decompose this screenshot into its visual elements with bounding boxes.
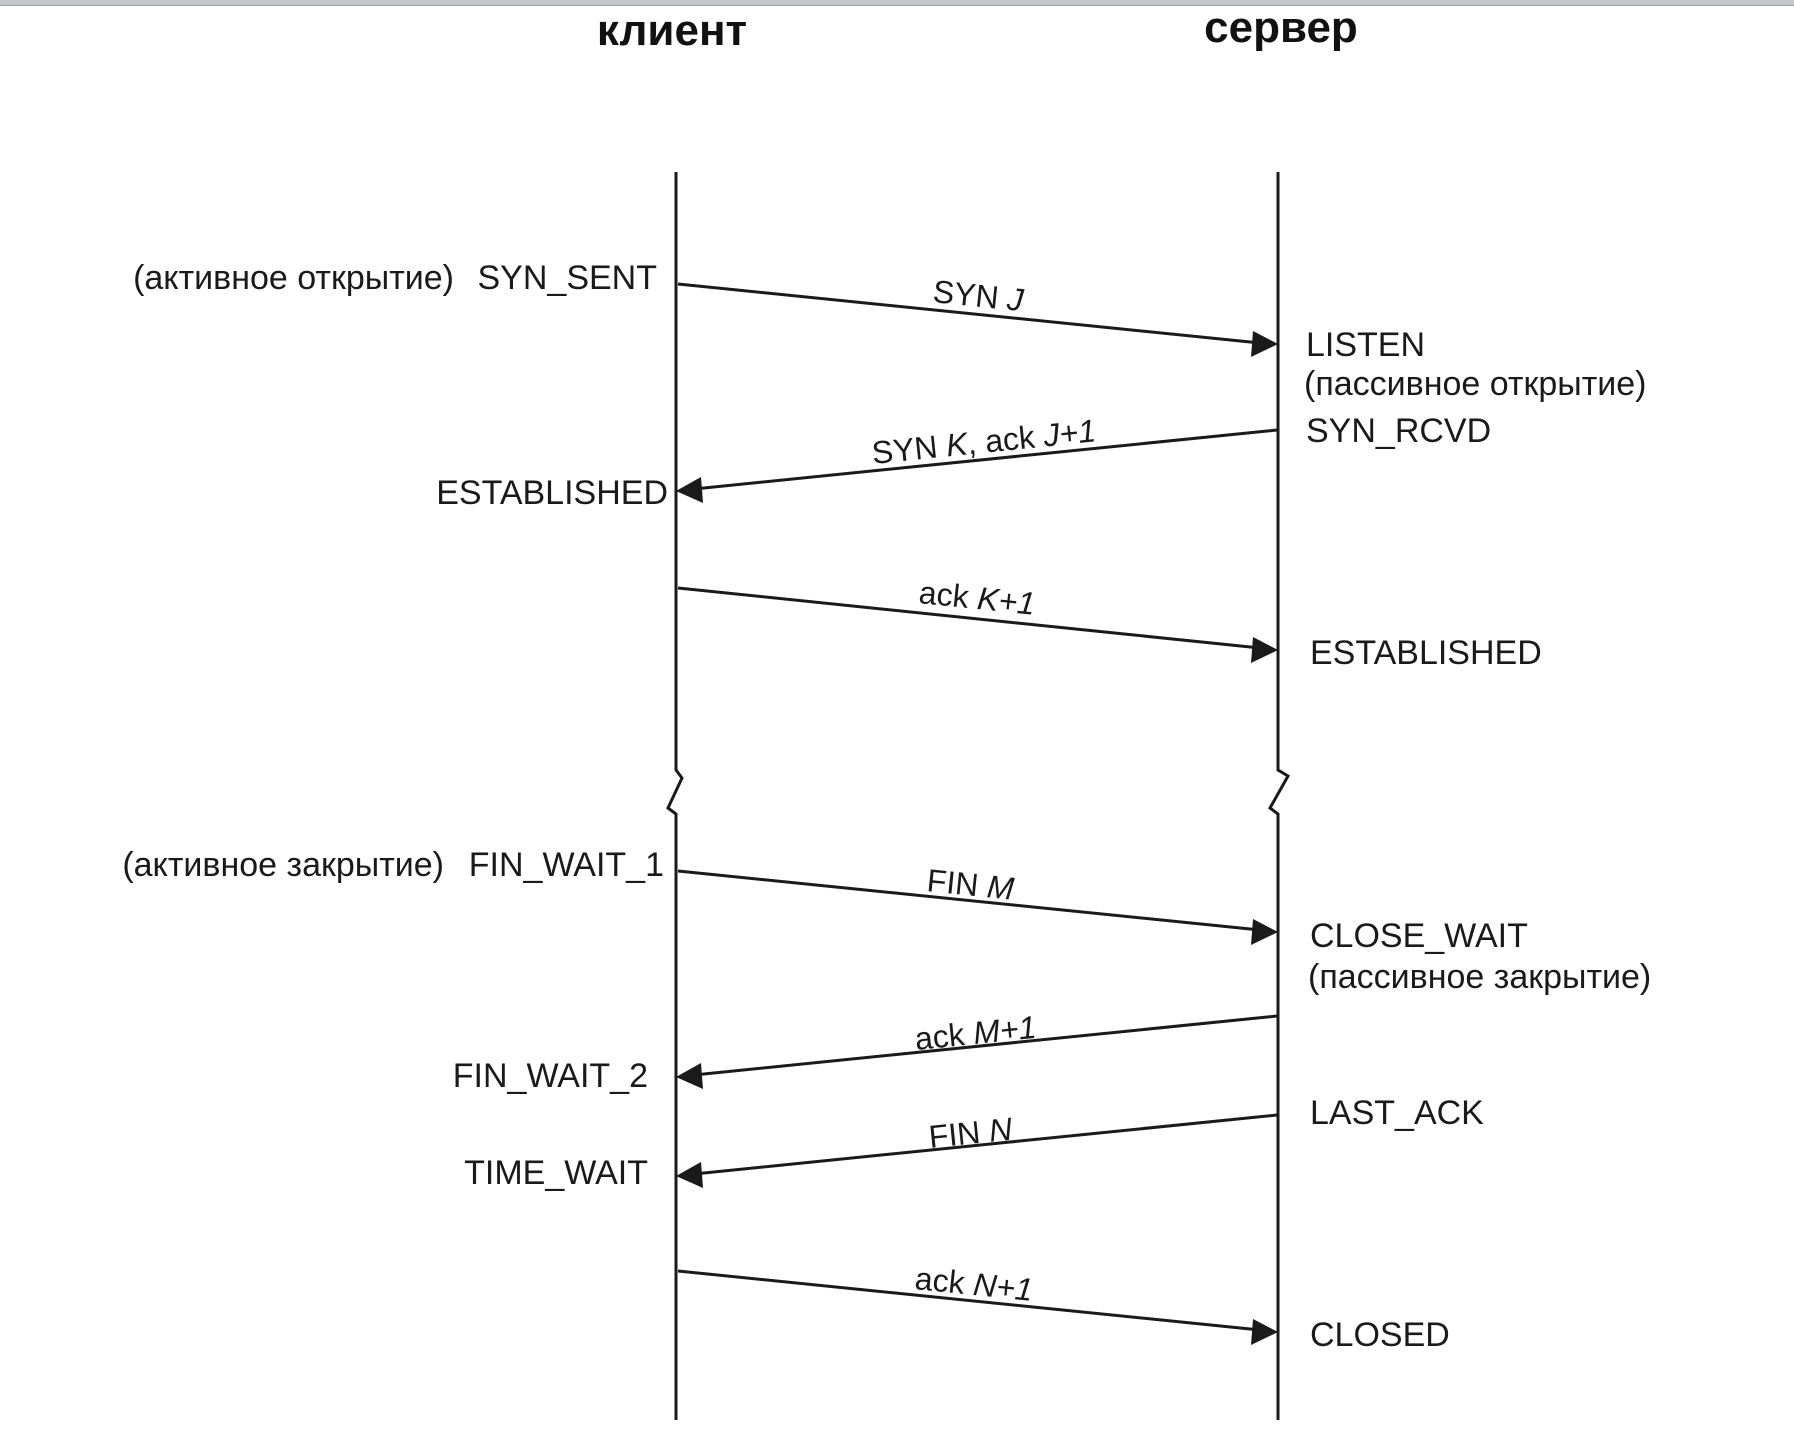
server-state-last-ack: LAST_ACK xyxy=(1310,1094,1484,1132)
ack-label: ack K+1 xyxy=(917,574,1037,622)
client-state-time-wait: TIME_WAIT xyxy=(464,1154,648,1192)
server-passive-close-note: (пассивное закрытие) xyxy=(1308,958,1651,996)
server-state-listen: LISTEN xyxy=(1306,326,1425,364)
client-state-established: ESTABLISHED xyxy=(436,474,668,512)
fin-m-arrowhead xyxy=(1251,919,1278,945)
fin-n-arrow xyxy=(693,1113,1278,1176)
ack-m-arrow xyxy=(693,1014,1278,1077)
ack-m-arrowhead xyxy=(676,1063,703,1089)
server-heading: сервер xyxy=(1204,3,1358,52)
server-passive-open-note: (пассивное открытие) xyxy=(1304,365,1647,403)
syn-arrowhead xyxy=(1251,331,1278,357)
syn-label: SYN J xyxy=(931,273,1026,318)
ack-m-label: ack M+1 xyxy=(913,1009,1038,1057)
fin-m-label: FIN M xyxy=(925,862,1016,907)
ack-arrow xyxy=(677,586,1261,650)
client-heading: клиент xyxy=(597,6,747,55)
client-active-close-note: (активное закрытие) xyxy=(122,846,444,884)
synack-arrow xyxy=(693,428,1278,491)
ack-arrowhead xyxy=(1251,637,1278,663)
fin-n-arrowhead xyxy=(676,1162,703,1188)
top-border xyxy=(0,0,1794,6)
syn-arrow xyxy=(677,282,1261,345)
server-lifeline xyxy=(1268,172,1291,1420)
synack-label: SYN K, ack J+1 xyxy=(870,412,1097,471)
server-state-closed: CLOSED xyxy=(1310,1316,1450,1354)
ack-n-arrowhead xyxy=(1251,1319,1278,1345)
fin-n-label: FIN N xyxy=(927,1111,1015,1155)
fin-m-arrow xyxy=(677,869,1261,932)
client-active-open-note: (активное открытие) xyxy=(133,259,454,297)
ack-n-arrow xyxy=(677,1269,1261,1332)
client-state-fin-wait-2: FIN_WAIT_2 xyxy=(453,1057,648,1095)
server-state-established: ESTABLISHED xyxy=(1310,634,1542,672)
client-state-fin-wait-1: FIN_WAIT_1 xyxy=(469,846,664,884)
server-state-close-wait: CLOSE_WAIT xyxy=(1310,917,1528,955)
client-state-syn-sent: SYN_SENT xyxy=(478,259,658,297)
ack-n-label: ack N+1 xyxy=(913,1260,1034,1308)
synack-arrowhead xyxy=(676,477,703,503)
client-lifeline xyxy=(666,172,684,1420)
server-state-syn-rcvd: SYN_RCVD xyxy=(1306,412,1491,450)
